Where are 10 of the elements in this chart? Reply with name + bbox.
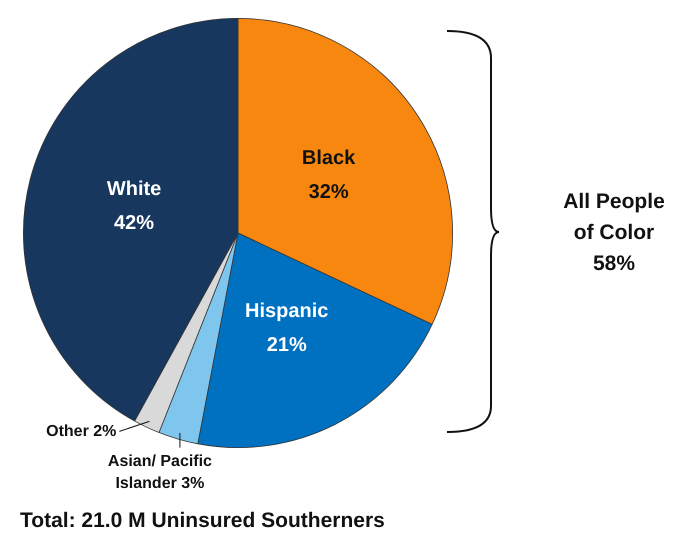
data-label: 32% (308, 181, 349, 204)
text: All People of Color 58% (562, 189, 666, 277)
slice-label: Asian/ Pacific Islander 3% (108, 453, 212, 492)
text: Total: 21.0 M Uninsured Southerners (20, 509, 385, 533)
slice-label: Black (302, 147, 356, 170)
slice-label: Hispanic (245, 300, 328, 322)
slice-label: Other 2% (46, 422, 116, 440)
data-label: 42% (114, 212, 154, 234)
data-label: 21% (266, 334, 307, 356)
slice-label: White (106, 178, 162, 200)
